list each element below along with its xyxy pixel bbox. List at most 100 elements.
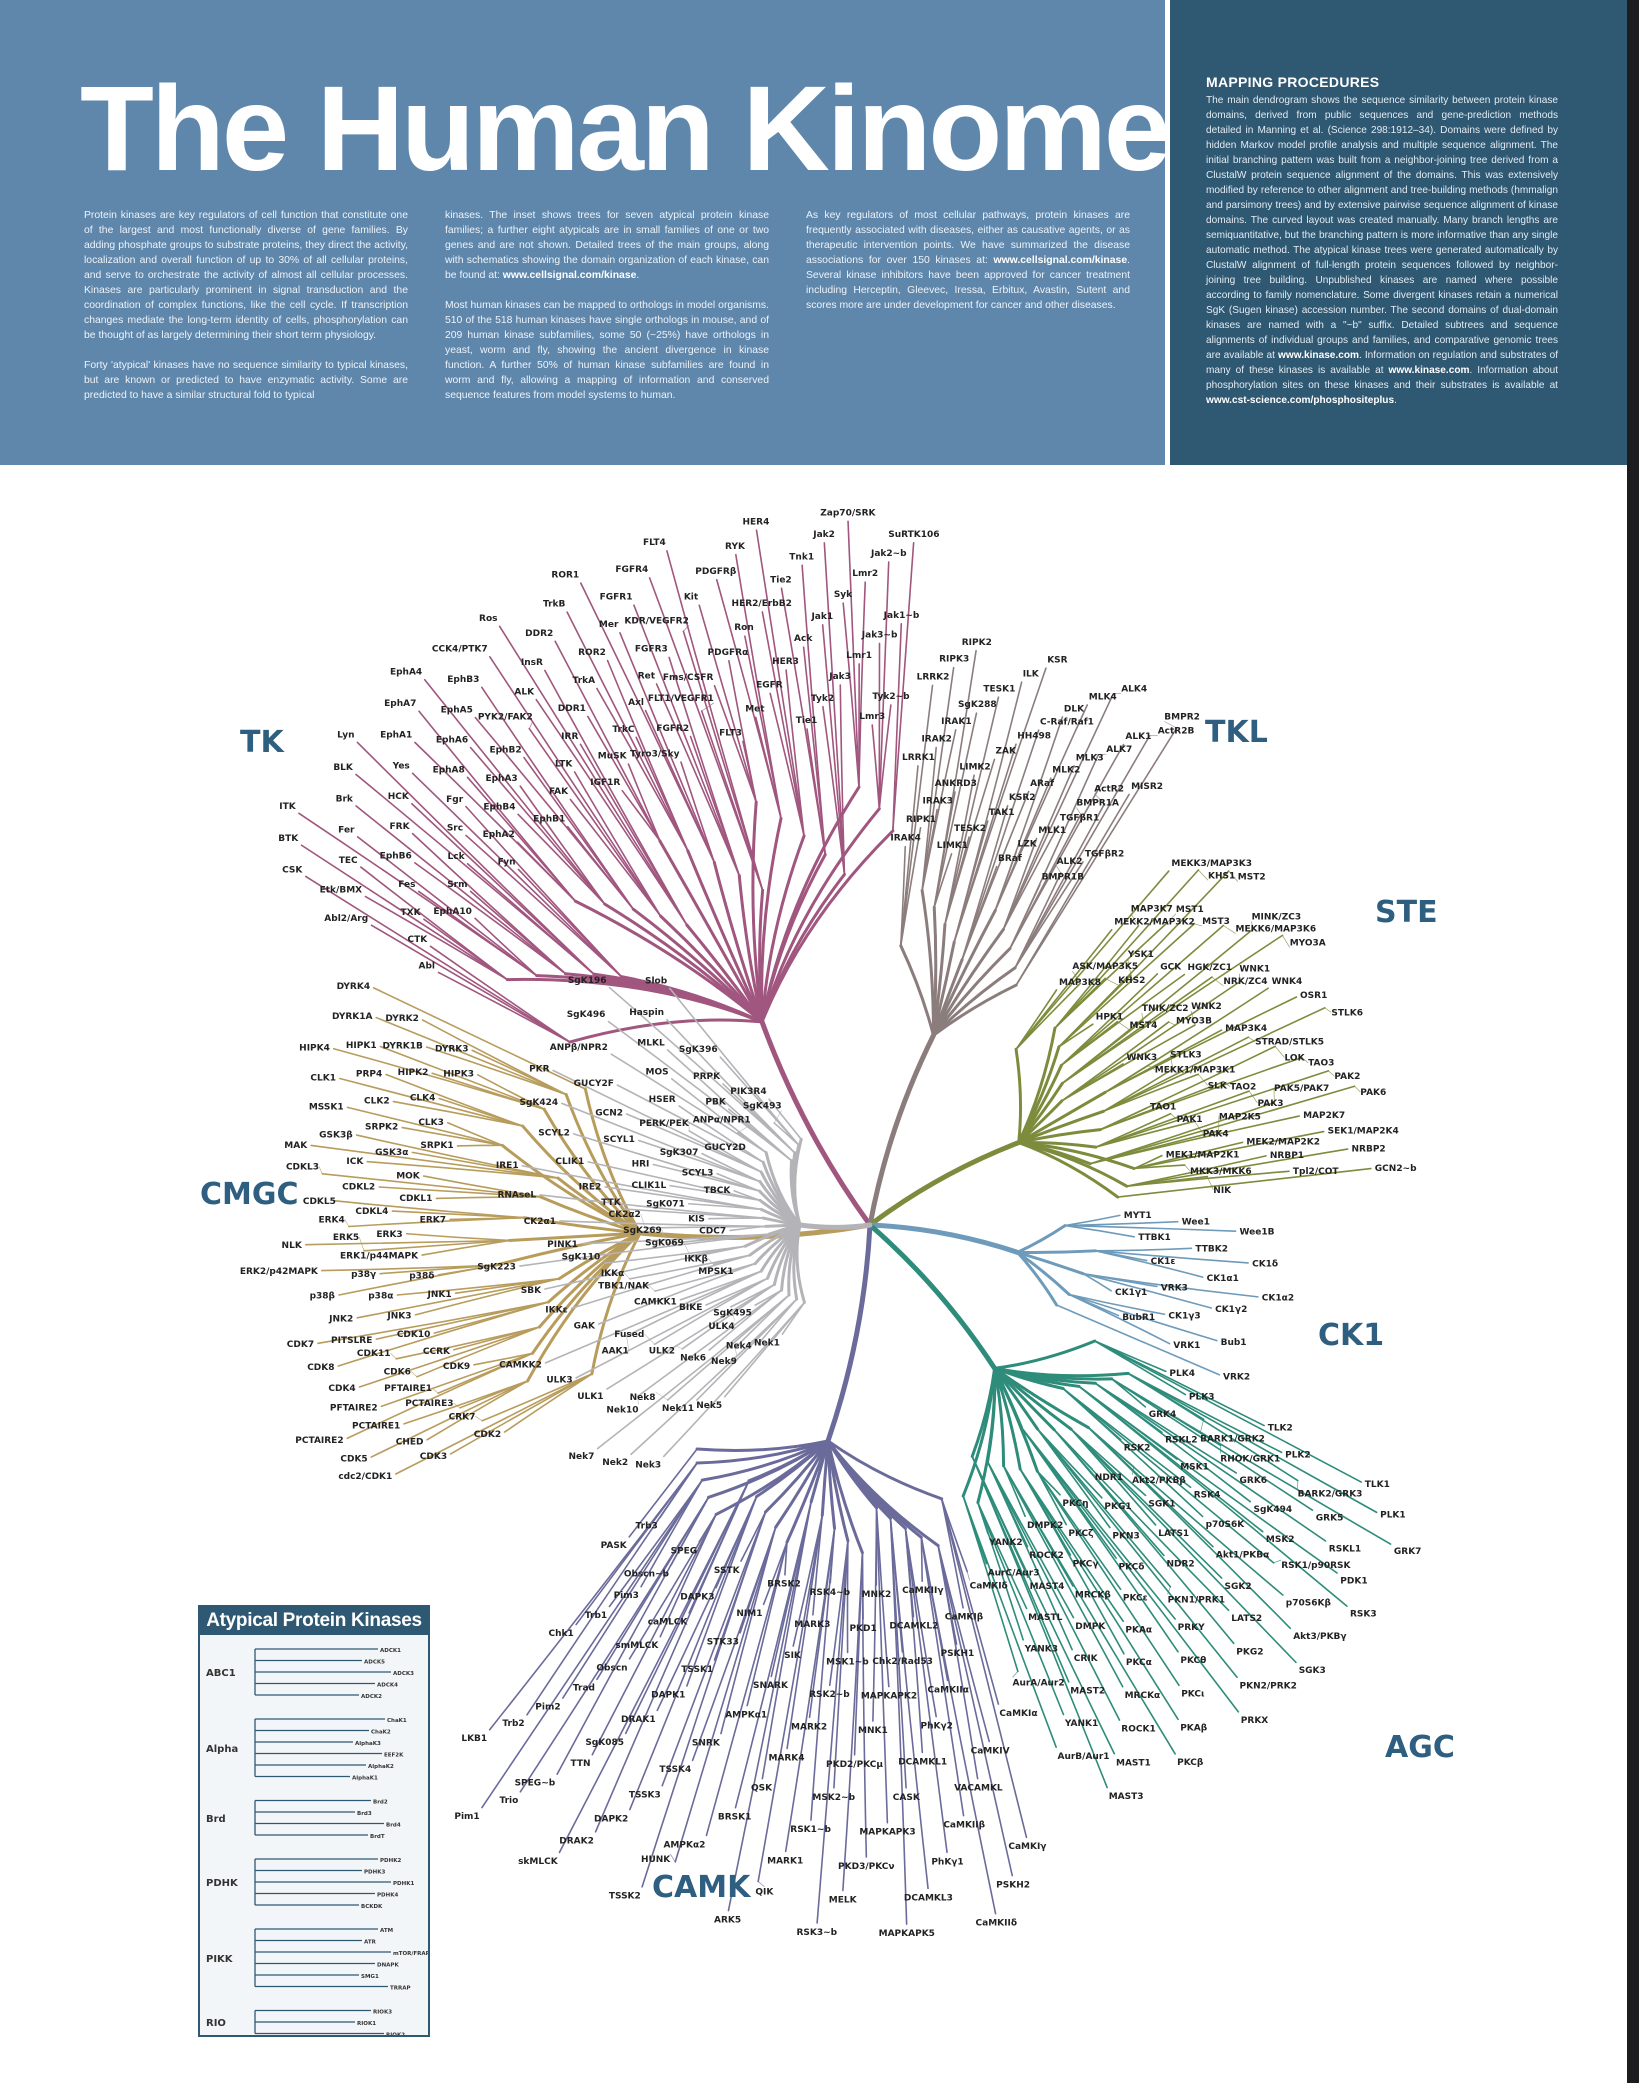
kinase-label: Syk <box>834 590 853 600</box>
kinase-label: Tyro3/Sky <box>630 749 680 759</box>
tree-branch <box>872 1507 878 1722</box>
kinase-label: CK1δ <box>1252 1259 1278 1269</box>
label-leader <box>734 1347 738 1356</box>
kinase-label: p38γ <box>351 1270 376 1280</box>
kinase-label: CHED <box>396 1438 424 1448</box>
tree-branch <box>1089 1115 1300 1165</box>
phosphositeplus-link[interactable]: www.cst-science.com/phosphositeplus <box>1206 395 1395 406</box>
tree-branch <box>734 1501 812 1809</box>
tree-branch <box>931 983 1018 1037</box>
tree-branch <box>474 917 538 977</box>
label-leader <box>626 1335 630 1351</box>
intro-paragraph: kinases. The inset shows trees for seven… <box>445 208 769 283</box>
kinase-com-link[interactable]: www.kinase.com <box>1388 365 1470 376</box>
kinase-label: TTBK1 <box>1138 1233 1171 1243</box>
tree-branch <box>670 1078 767 1154</box>
kinase-label: PAK3 <box>1258 1099 1284 1109</box>
leader-layer <box>318 625 1361 1887</box>
paragraph-text: The main dendrogram shows the sequence s… <box>1206 95 1558 361</box>
kinase-label: Brk <box>336 794 354 804</box>
kinase-label: RSKL2 <box>1165 1436 1197 1446</box>
tree-branch <box>1020 1426 1240 1713</box>
kinase-label: TrkB <box>543 600 566 610</box>
kinase-label: PDHK4 <box>377 1893 398 1899</box>
tree-branch <box>1017 1109 1105 1145</box>
kinase-label: BMPR1A <box>1076 799 1119 809</box>
kinase-label: smMLCK <box>615 1641 659 1651</box>
tree-branch <box>1070 1428 1297 1664</box>
tree-branch <box>616 1084 764 1163</box>
kinase-label: CK1γ2 <box>1215 1305 1247 1315</box>
tree-branch <box>760 829 895 1024</box>
kinase-label: ILK <box>1023 669 1040 679</box>
kinase-label: CDK3 <box>420 1452 447 1462</box>
paragraph-text: . Information about phosphorylation site… <box>1206 365 1559 391</box>
label-leader <box>1198 869 1209 881</box>
kinase-label: CDK5 <box>340 1455 367 1465</box>
kinase-label: ERK7 <box>420 1215 446 1225</box>
label-leader <box>1098 753 1107 756</box>
tree-branch <box>921 666 955 892</box>
kinase-label: MEKK3/MAP3K3 <box>1171 859 1252 869</box>
tree-branch <box>1127 1372 1378 1514</box>
kinase-label: MSSK1 <box>309 1103 344 1113</box>
kinase-label: CLIK1L <box>632 1181 667 1191</box>
kinase-label: Met <box>745 704 765 714</box>
kinase-label: PSKH2 <box>996 1881 1030 1891</box>
kinase-com-link[interactable]: www.kinase.com <box>1278 350 1359 361</box>
kinase-label: ActR2 <box>1094 785 1124 795</box>
kinase-label: ALK4 <box>1121 684 1147 694</box>
kinase-label: CaMKIIγ <box>902 1586 943 1596</box>
kinase-label: KSR2 <box>1009 793 1036 803</box>
kinase-label: DRAK2 <box>559 1837 594 1847</box>
kinase-label: CTK <box>407 935 428 945</box>
label-leader <box>1228 870 1239 882</box>
kinase-label: RSK4~b <box>809 1588 850 1598</box>
cellsignal-link[interactable]: www.cellsignal.com/kinase <box>502 270 637 281</box>
kinase-label: CLK4 <box>410 1093 436 1103</box>
kinase-label: Fused <box>614 1330 644 1340</box>
kinase-label: GRK6 <box>1240 1476 1268 1486</box>
kinase-label: CAMKK1 <box>634 1297 677 1307</box>
tree-branch <box>392 1100 524 1127</box>
tree-branch <box>429 945 571 1043</box>
tree-branch <box>858 581 867 789</box>
kinase-label: CaMKIIδ <box>976 1919 1018 1929</box>
kinase-label: JNK1 <box>426 1290 451 1300</box>
tree-branch <box>1070 1428 1157 1526</box>
tree-branch <box>1099 1056 1303 1131</box>
kinase-label: Tyk2 <box>811 694 834 704</box>
kinase-label: EphB6 <box>380 851 412 861</box>
kinase-label: KHS2 <box>1118 976 1145 986</box>
kinase-label: IRAK1 <box>941 717 971 727</box>
kinase-label: PERK/PEK <box>639 1119 690 1129</box>
kinase-label: NLK <box>282 1241 303 1251</box>
kinase-label: MST2 <box>1238 873 1266 883</box>
kinase-label: CASK <box>893 1793 921 1803</box>
kinase-label: SgK085 <box>585 1738 624 1748</box>
label-leader <box>1251 921 1254 930</box>
kinase-label: MELK <box>829 1895 858 1905</box>
kinase-label: PLK2 <box>1285 1450 1311 1460</box>
tree-branch <box>666 550 764 892</box>
cellsignal-link[interactable]: www.cellsignal.com/kinase <box>993 255 1128 266</box>
kinase-label: RIOK1 <box>357 2021 376 2027</box>
kinase-label: p38δ <box>409 1271 434 1281</box>
tree-branch <box>356 1277 560 1319</box>
tree-branch <box>961 790 1030 961</box>
kinase-label: CDK6 <box>384 1367 411 1377</box>
tree-branch <box>698 604 757 803</box>
tree-branch <box>762 1541 788 1606</box>
kinase-label: DCAMKL1 <box>898 1757 947 1767</box>
tree-branch <box>321 1172 542 1198</box>
label-leader <box>730 1306 735 1321</box>
kinase-label: MEKK2/MAP3K2 <box>1114 918 1195 928</box>
kinase-label: RSK1/p90RSK <box>1281 1561 1351 1571</box>
kinase-label: PINK1 <box>547 1240 578 1250</box>
label-leader <box>1131 1466 1135 1475</box>
label-leader <box>453 1402 461 1409</box>
label-leader <box>318 1166 323 1174</box>
kinase-label: TBK1/NAK <box>598 1282 650 1292</box>
kinase-label: MLK4 <box>1089 692 1117 702</box>
tree-branch <box>1062 1387 1275 1564</box>
